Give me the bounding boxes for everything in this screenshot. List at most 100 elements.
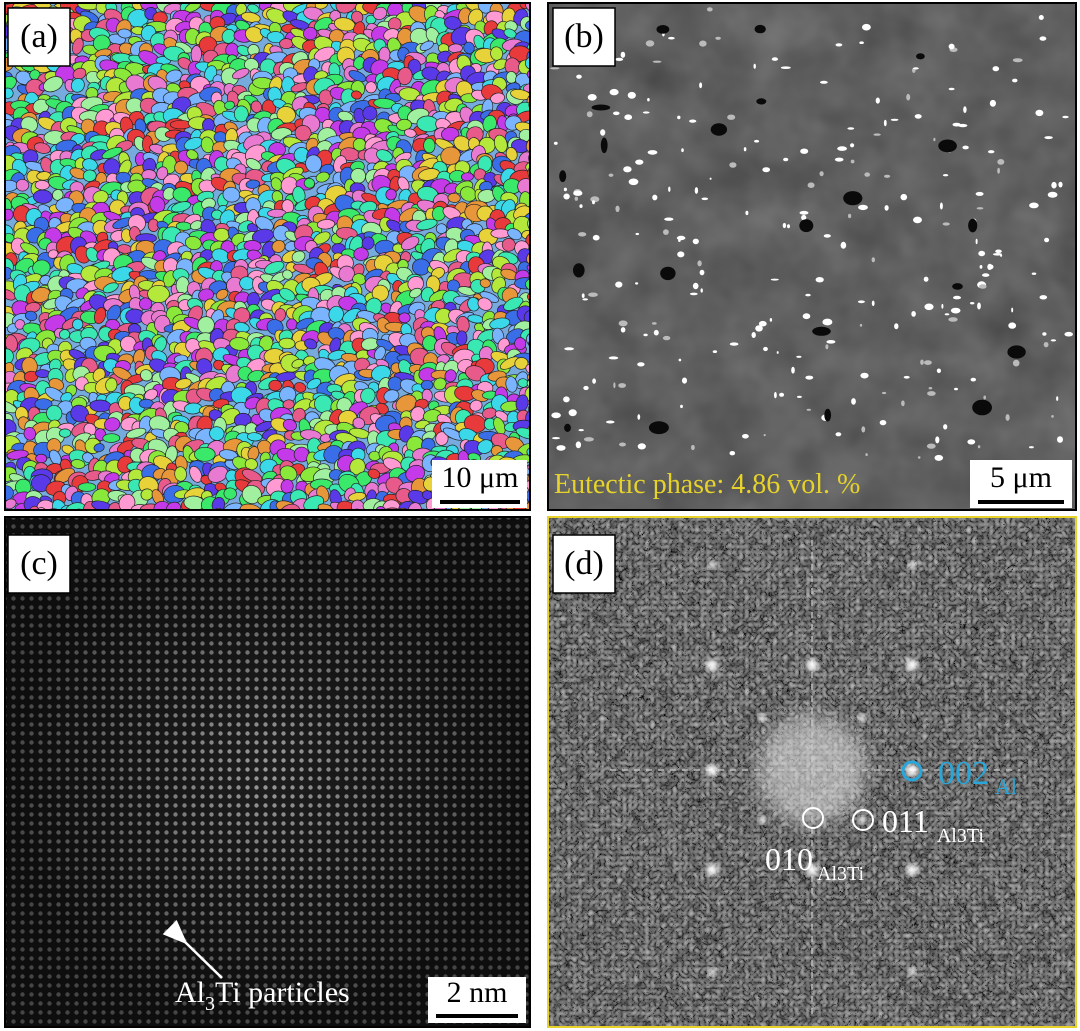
grain <box>34 398 53 410</box>
grain <box>32 189 53 204</box>
particle <box>802 313 811 320</box>
ebsd-map <box>5 3 545 510</box>
grain <box>351 90 362 100</box>
particle <box>627 91 636 99</box>
grain <box>416 218 438 231</box>
spot-index: 010 <box>765 841 813 877</box>
grain <box>529 320 545 339</box>
pore <box>754 24 766 34</box>
particle <box>942 174 949 177</box>
particle <box>807 182 815 188</box>
particle <box>1043 342 1049 348</box>
particle <box>652 194 658 201</box>
pore <box>799 219 814 233</box>
panel-border <box>4 2 531 511</box>
grain <box>479 278 491 288</box>
label-box <box>7 534 71 594</box>
grain <box>469 399 483 412</box>
grain <box>526 293 530 307</box>
particle <box>913 67 919 70</box>
particle <box>975 238 978 245</box>
particle <box>970 302 975 305</box>
particle <box>806 408 811 411</box>
annotation-text: Ti particles <box>215 976 350 1009</box>
particle <box>676 235 686 241</box>
spot <box>758 816 766 824</box>
particle <box>978 250 986 257</box>
grain <box>314 3 329 10</box>
grain <box>101 147 123 159</box>
particle <box>1058 181 1063 188</box>
particle <box>819 171 824 177</box>
particle <box>700 288 703 293</box>
particle <box>628 178 639 186</box>
particle <box>643 333 648 337</box>
spot-phase: Al <box>995 774 1017 799</box>
caption: Eutectic phase: 4.86 vol. % <box>554 469 860 500</box>
particle <box>551 437 561 440</box>
grain <box>139 297 153 311</box>
pore <box>656 25 670 34</box>
spot <box>806 659 818 671</box>
arrow <box>162 919 223 979</box>
grain <box>207 466 229 483</box>
grain <box>20 242 40 256</box>
grain <box>397 67 413 86</box>
particle <box>835 432 842 437</box>
grain <box>93 443 105 453</box>
grain <box>526 446 530 461</box>
grain <box>245 158 262 171</box>
particle <box>935 436 940 444</box>
grain <box>374 346 386 361</box>
particle <box>924 303 934 311</box>
particle <box>858 204 868 211</box>
particle <box>917 456 921 459</box>
particle <box>647 150 658 155</box>
grain <box>530 118 543 133</box>
particle <box>1012 58 1023 63</box>
particle <box>769 318 773 322</box>
pore <box>952 283 963 290</box>
grain <box>367 468 381 479</box>
grain <box>444 16 462 31</box>
particle <box>825 344 829 350</box>
grain <box>529 443 542 456</box>
particle <box>848 213 852 219</box>
particle <box>979 265 983 269</box>
grain <box>264 261 285 275</box>
grain <box>282 399 295 410</box>
particle <box>770 278 779 281</box>
particle <box>692 238 699 245</box>
particle <box>815 277 824 283</box>
pore <box>573 263 585 278</box>
grain <box>293 382 307 393</box>
particle <box>934 454 944 461</box>
grain <box>174 160 188 175</box>
spot <box>908 968 916 976</box>
particle <box>911 311 916 317</box>
grain <box>271 239 286 253</box>
particle <box>906 93 911 101</box>
particle <box>890 118 899 121</box>
spot <box>858 714 866 722</box>
grain <box>229 337 250 351</box>
particle <box>924 360 932 365</box>
grain <box>505 147 518 162</box>
particle <box>664 217 674 221</box>
particle <box>763 346 768 352</box>
grain <box>348 70 367 83</box>
particle <box>950 307 961 314</box>
particle <box>699 269 705 276</box>
particle <box>776 351 779 354</box>
grain <box>246 432 263 442</box>
particle <box>840 241 847 249</box>
particle <box>1050 339 1057 342</box>
grain <box>489 317 511 330</box>
particle <box>578 429 584 432</box>
grain <box>270 177 283 191</box>
grain <box>117 28 132 39</box>
grain <box>278 337 296 350</box>
grain <box>245 26 264 43</box>
grain <box>528 189 530 199</box>
particle <box>1064 331 1073 337</box>
